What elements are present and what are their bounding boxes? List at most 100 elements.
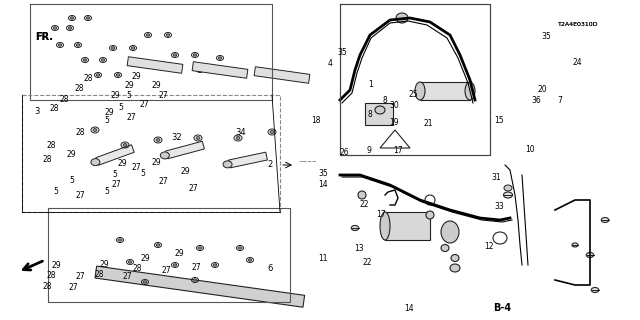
Text: 27: 27	[162, 266, 172, 275]
Text: 9: 9	[366, 146, 371, 155]
Text: 28: 28	[42, 156, 52, 164]
Text: 29: 29	[125, 81, 134, 90]
Text: 22: 22	[362, 258, 372, 267]
Ellipse shape	[128, 261, 132, 263]
Text: 21: 21	[423, 119, 433, 128]
Text: 29: 29	[152, 158, 161, 167]
Ellipse shape	[270, 131, 274, 133]
Text: 10: 10	[525, 145, 534, 154]
Text: 5: 5	[104, 188, 109, 196]
Ellipse shape	[213, 264, 217, 266]
Text: 14: 14	[318, 180, 328, 189]
Polygon shape	[166, 141, 204, 159]
Text: 20: 20	[538, 85, 547, 94]
Ellipse shape	[223, 161, 232, 168]
Text: 25: 25	[408, 90, 418, 99]
Text: 5: 5	[112, 170, 117, 179]
Text: 14: 14	[404, 304, 413, 313]
Ellipse shape	[591, 287, 599, 292]
Ellipse shape	[70, 17, 74, 19]
Ellipse shape	[193, 279, 196, 281]
Ellipse shape	[415, 82, 425, 100]
Text: 17: 17	[376, 210, 386, 219]
Ellipse shape	[248, 259, 252, 261]
Text: 19: 19	[389, 118, 399, 127]
Text: 27: 27	[76, 272, 85, 281]
Ellipse shape	[198, 69, 202, 71]
Text: 28: 28	[84, 74, 93, 83]
Text: 29: 29	[67, 150, 76, 159]
Text: 17: 17	[393, 146, 403, 155]
Text: FR.: FR.	[35, 32, 53, 42]
Text: 22: 22	[360, 200, 369, 209]
Ellipse shape	[96, 74, 100, 76]
Text: 27: 27	[158, 91, 168, 100]
Text: 26: 26	[340, 148, 349, 157]
Text: 27: 27	[140, 100, 149, 109]
Ellipse shape	[118, 239, 122, 241]
Text: 28: 28	[47, 141, 56, 150]
Text: 29: 29	[117, 159, 127, 168]
Ellipse shape	[358, 191, 366, 199]
Ellipse shape	[76, 44, 80, 46]
Text: 31: 31	[492, 173, 501, 182]
Ellipse shape	[193, 54, 196, 56]
Ellipse shape	[351, 226, 359, 230]
Text: 29: 29	[141, 254, 150, 263]
Text: 5: 5	[53, 187, 58, 196]
Text: 29: 29	[180, 167, 190, 176]
Text: 35: 35	[337, 48, 347, 57]
Text: 29: 29	[104, 108, 114, 117]
Bar	[95, 266, 305, 307]
Ellipse shape	[160, 152, 170, 159]
Text: 24: 24	[573, 58, 582, 67]
Text: 5: 5	[104, 116, 109, 125]
Ellipse shape	[68, 27, 72, 29]
Ellipse shape	[111, 47, 115, 49]
Polygon shape	[127, 57, 183, 73]
Ellipse shape	[233, 71, 237, 73]
Text: 29: 29	[174, 249, 184, 258]
Ellipse shape	[116, 74, 120, 76]
Bar	[365, 103, 393, 125]
Text: 27: 27	[159, 177, 168, 186]
Text: 6: 6	[268, 264, 273, 273]
Text: 8: 8	[368, 110, 372, 119]
Text: 5: 5	[141, 169, 146, 178]
Text: 28: 28	[47, 271, 56, 280]
Ellipse shape	[101, 59, 105, 61]
Ellipse shape	[198, 247, 202, 249]
Ellipse shape	[601, 218, 609, 222]
Text: 1: 1	[368, 80, 372, 89]
Text: 28: 28	[95, 270, 104, 279]
Text: FR.: FR.	[35, 32, 53, 42]
Text: 27: 27	[188, 184, 198, 193]
Ellipse shape	[147, 34, 150, 36]
Ellipse shape	[426, 211, 434, 219]
Text: 4: 4	[328, 59, 333, 68]
Ellipse shape	[504, 192, 513, 198]
Text: 5: 5	[118, 103, 124, 112]
Text: 12: 12	[484, 242, 494, 251]
Text: 27: 27	[76, 191, 85, 200]
Text: 5: 5	[126, 92, 131, 100]
Text: 28: 28	[132, 264, 142, 273]
Ellipse shape	[218, 57, 221, 59]
Text: B-4: B-4	[493, 303, 511, 313]
Ellipse shape	[441, 221, 459, 243]
Text: 13: 13	[354, 244, 364, 253]
Text: 35: 35	[318, 169, 328, 178]
Ellipse shape	[572, 243, 578, 247]
Text: 35: 35	[541, 32, 551, 41]
Ellipse shape	[380, 212, 390, 240]
Ellipse shape	[123, 143, 127, 147]
Polygon shape	[96, 145, 134, 165]
Text: 8: 8	[382, 96, 387, 105]
Ellipse shape	[396, 13, 408, 23]
Ellipse shape	[131, 47, 135, 49]
Text: 29: 29	[52, 261, 61, 270]
Text: 27: 27	[132, 163, 141, 172]
Ellipse shape	[465, 82, 475, 100]
Ellipse shape	[236, 137, 240, 140]
Ellipse shape	[196, 137, 200, 140]
